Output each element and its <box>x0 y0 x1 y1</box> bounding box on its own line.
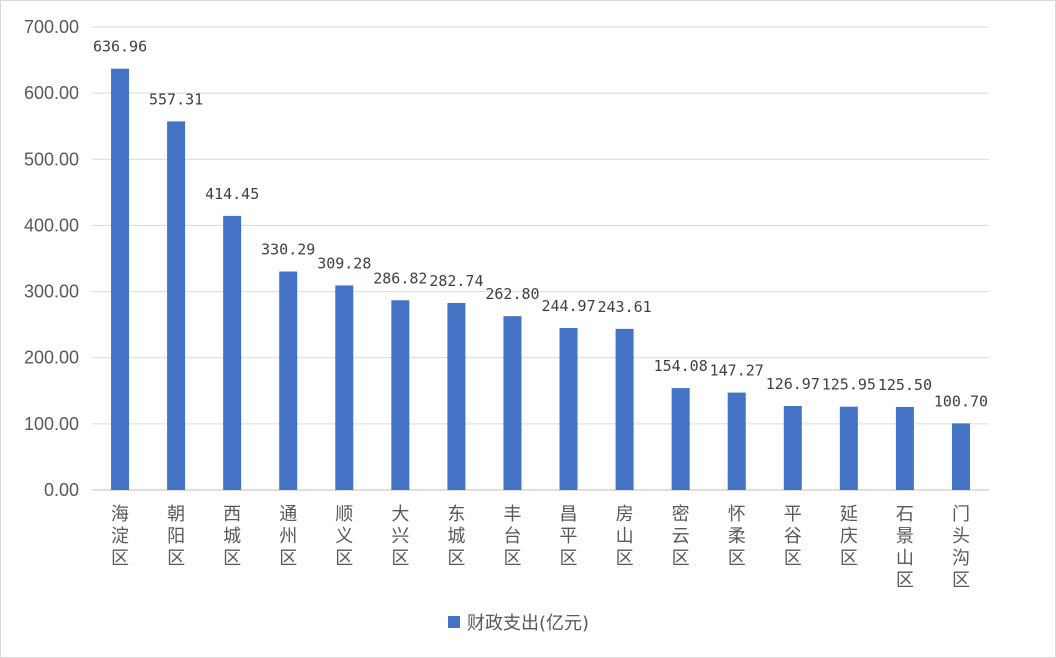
y-tick-label: 100.00 <box>24 414 79 434</box>
data-label: 414.45 <box>205 185 259 203</box>
x-tick-label: 顺义区 <box>335 504 353 569</box>
x-tick-label: 门头沟区 <box>952 504 970 591</box>
bar <box>671 388 690 490</box>
x-axis: 海淀区 朝阳区 西城区 通州区 顺义区 大兴区 东城区 丰台区 昌平区 房山区 密云区 怀柔区 平谷区 延… <box>111 504 970 591</box>
data-label: 282.74 <box>429 272 483 290</box>
bar <box>503 316 522 490</box>
bar <box>951 423 970 490</box>
data-label: 309.28 <box>317 254 371 272</box>
bar <box>447 302 466 490</box>
bar <box>391 300 410 490</box>
y-tick-label: 500.00 <box>24 149 79 169</box>
x-tick-label: 房山区 <box>616 504 634 569</box>
data-label: 125.95 <box>822 376 876 394</box>
x-tick-label: 平谷区 <box>784 504 802 569</box>
x-tick-label: 海淀区 <box>111 504 129 569</box>
bar <box>783 406 802 490</box>
bar <box>615 328 634 490</box>
bar <box>223 215 242 491</box>
bar <box>167 121 186 490</box>
data-label: 126.97 <box>766 375 820 393</box>
bar <box>279 271 298 490</box>
y-tick-label: 700.00 <box>24 17 79 37</box>
x-tick-label: 大兴区 <box>391 504 409 569</box>
x-tick-label: 密云区 <box>672 504 690 569</box>
data-label: 154.08 <box>654 357 708 375</box>
data-label: 636.96 <box>93 38 147 56</box>
data-label: 125.50 <box>878 376 932 394</box>
y-tick-label: 300.00 <box>24 282 79 302</box>
x-tick-label: 通州区 <box>279 504 297 569</box>
x-tick-label: 西城区 <box>223 504 241 569</box>
data-label: 243.61 <box>598 298 652 316</box>
x-tick-label: 怀柔区 <box>728 504 746 569</box>
x-tick-label: 丰台区 <box>503 504 521 569</box>
x-tick-label: 朝阳区 <box>167 504 185 569</box>
bars <box>111 68 970 491</box>
data-label: 100.70 <box>934 392 988 410</box>
data-label: 262.80 <box>485 285 539 303</box>
bar <box>335 285 354 490</box>
x-tick-label: 石景山区 <box>896 504 914 591</box>
x-tick-label: 昌平区 <box>560 504 578 569</box>
bar <box>839 406 858 490</box>
bar <box>559 327 578 490</box>
data-label: 147.27 <box>710 362 764 380</box>
legend: 财政支出(亿元) <box>448 613 589 634</box>
y-tick-label: 400.00 <box>24 215 79 235</box>
y-tick-label: 600.00 <box>24 83 79 103</box>
x-tick-label: 东城区 <box>447 504 465 569</box>
data-label: 557.31 <box>149 90 203 108</box>
bar <box>111 68 130 490</box>
data-label: 286.82 <box>373 269 427 287</box>
grid-lines <box>92 26 989 491</box>
legend-swatch <box>448 616 460 628</box>
y-tick-label: 200.00 <box>24 348 79 368</box>
y-axis: 0.00 100.00 200.00 300.00 400.00 500.00 600.00… <box>24 17 79 500</box>
legend-label: 财政支出(亿元) <box>467 613 589 634</box>
y-tick-label: 0.00 <box>44 480 79 500</box>
data-label: 244.97 <box>541 297 595 315</box>
bar <box>895 406 914 490</box>
data-label: 330.29 <box>261 241 315 259</box>
x-tick-label: 延庆区 <box>840 504 858 569</box>
bar <box>727 392 746 490</box>
